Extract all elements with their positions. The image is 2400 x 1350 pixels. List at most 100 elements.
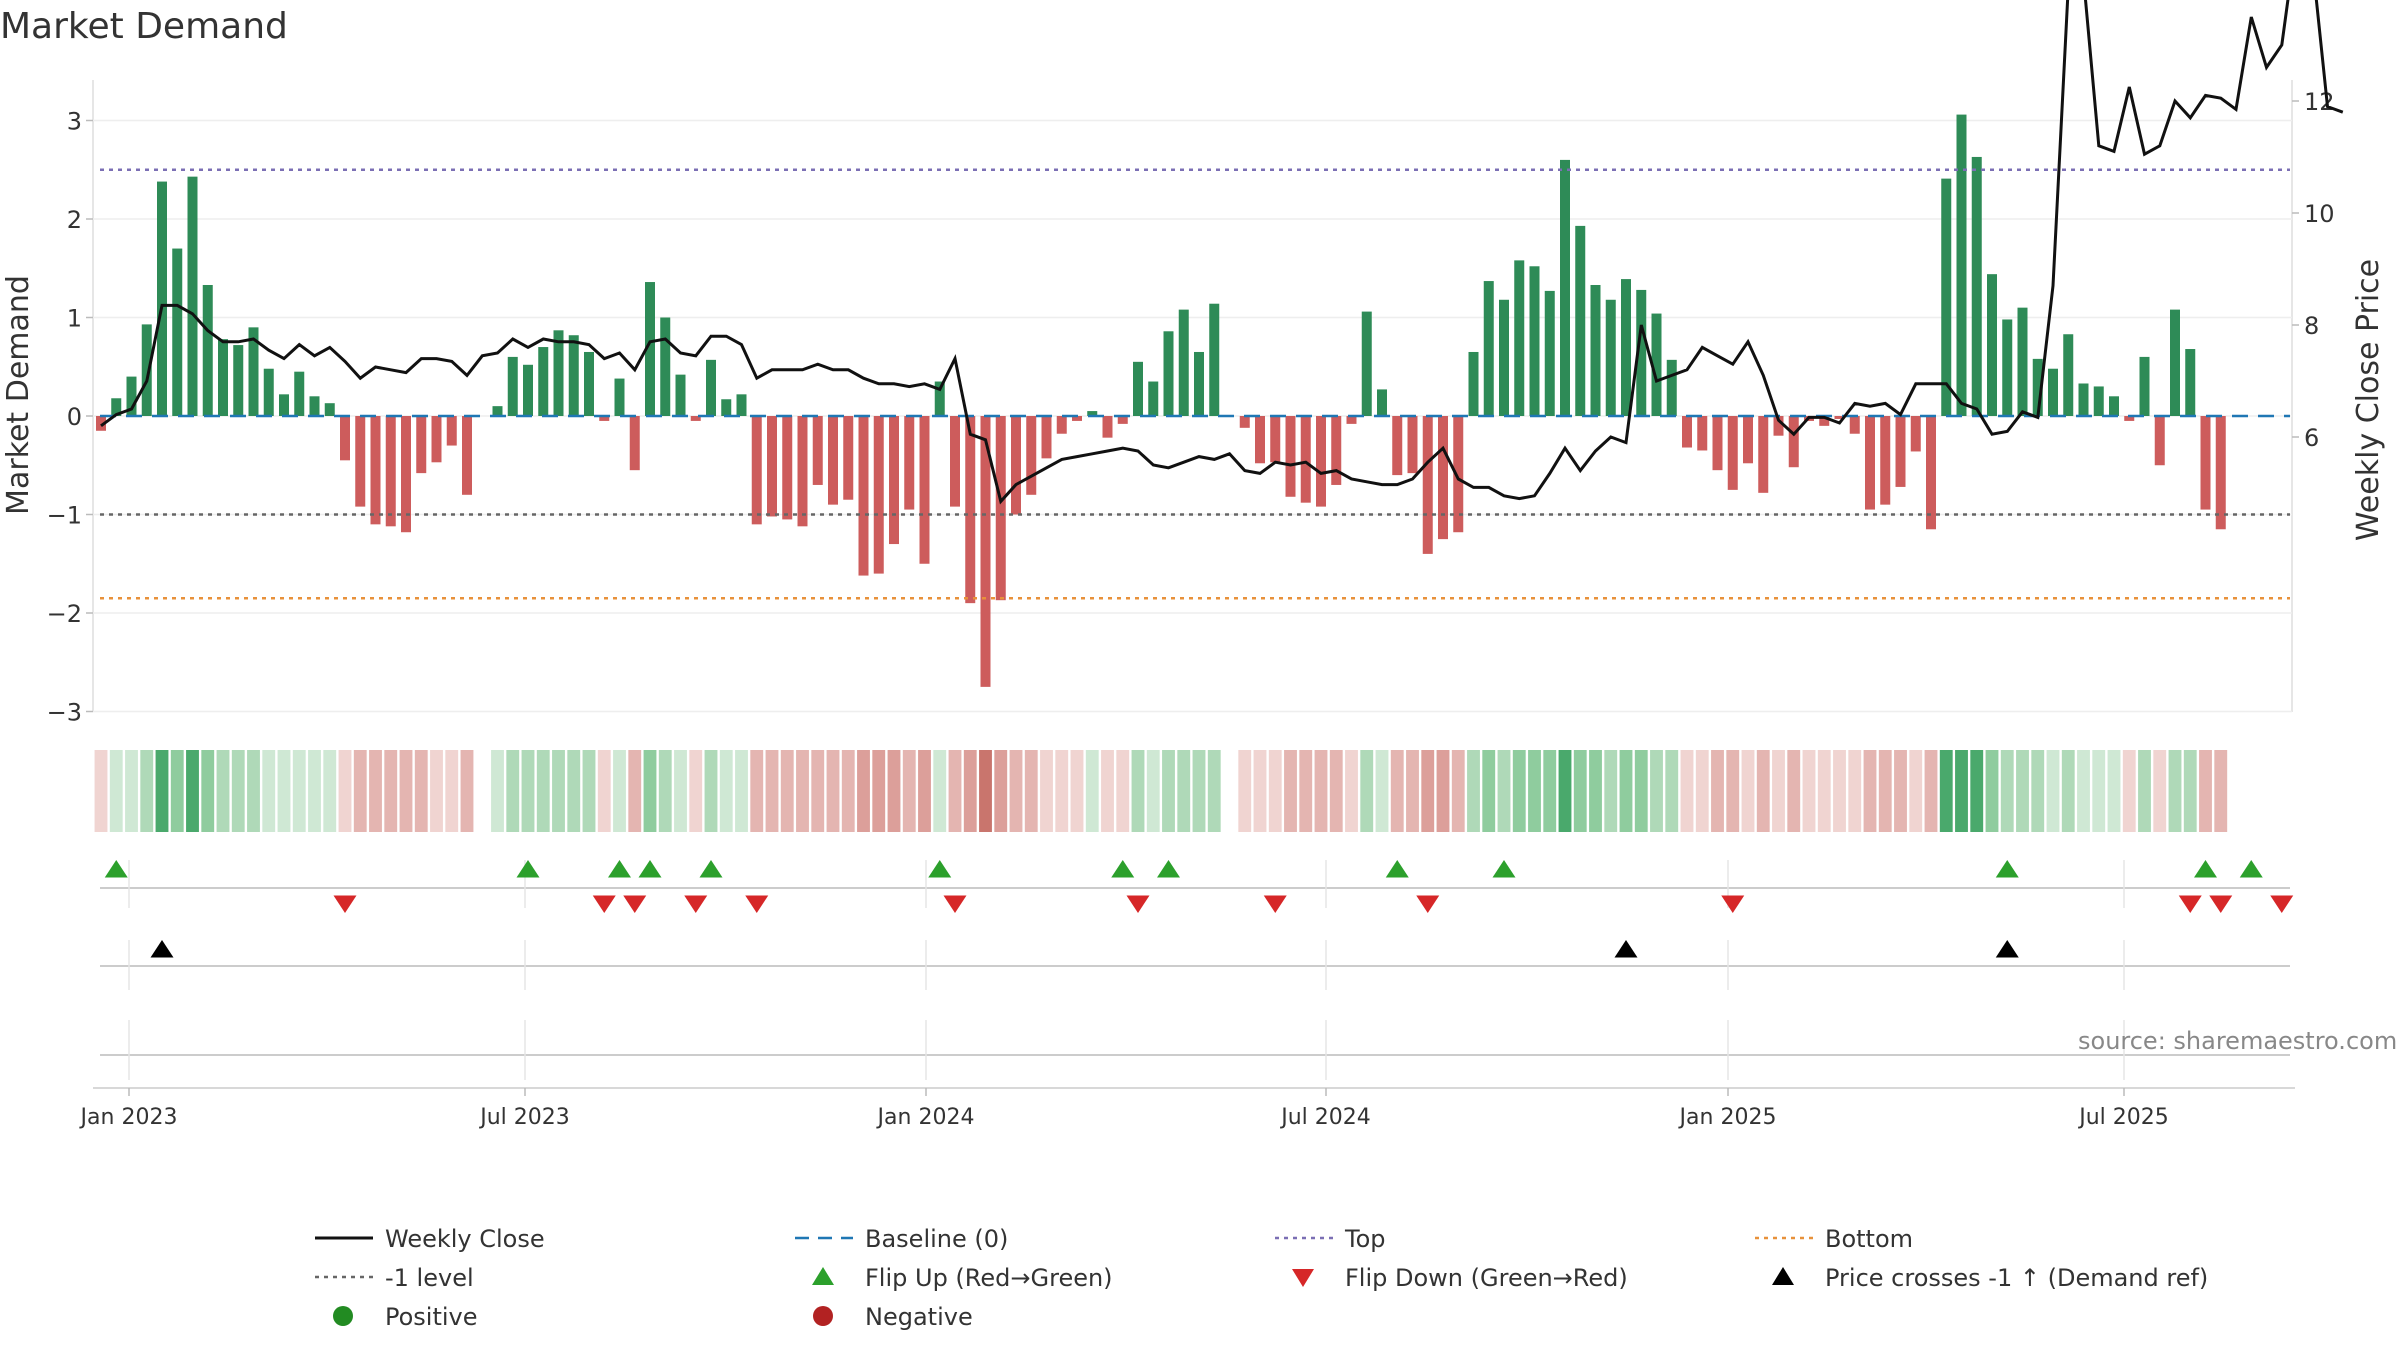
strip-cell <box>1802 750 1816 832</box>
demand-bar <box>965 416 976 604</box>
legend-item: Weekly Close <box>315 1225 545 1253</box>
strip-cell <box>475 750 489 832</box>
demand-bar <box>1575 225 1586 416</box>
demand-bar <box>294 371 305 416</box>
strip-cell <box>1192 750 1206 832</box>
demand-bar <box>629 416 640 471</box>
demand-bar <box>248 327 259 416</box>
demand-bar <box>950 416 960 507</box>
strip-cell <box>2138 750 2151 832</box>
flip-up-marker <box>608 860 631 878</box>
demand-bar <box>797 416 808 527</box>
strip-cell <box>262 750 276 832</box>
demand-bar <box>233 345 244 416</box>
strip-cell <box>872 750 886 832</box>
strip-cell <box>1207 750 1221 832</box>
demand-bar <box>1834 416 1845 419</box>
strip-cell <box>2016 750 2029 832</box>
demand-bars <box>96 114 2226 687</box>
demand-bar <box>1026 416 1037 495</box>
demand-bar <box>2215 416 2226 530</box>
strip-cell <box>2214 750 2228 832</box>
legend-label: Positive <box>385 1303 478 1331</box>
legend-swatch <box>1772 1267 1794 1285</box>
strip-cell <box>1939 750 1953 832</box>
demand-bar <box>385 416 396 527</box>
strip-cell <box>1131 750 1145 832</box>
demand-bar <box>1712 416 1723 471</box>
demand-bar <box>599 416 610 421</box>
legend-item: -1 level <box>315 1264 474 1292</box>
demand-bar <box>324 403 335 416</box>
strip-cell <box>109 750 123 832</box>
strip-cell <box>994 750 1008 832</box>
flip-up-marker <box>699 860 723 878</box>
demand-bar <box>1422 416 1433 554</box>
flip-up-marker <box>1111 860 1135 878</box>
strip-cell <box>582 750 596 832</box>
event-markers <box>104 860 2294 958</box>
demand-bar <box>721 399 732 416</box>
demand-bar <box>1865 416 1875 510</box>
demand-bar <box>126 376 137 416</box>
y-tick-label: 1 <box>67 305 82 333</box>
demand-bar <box>1194 351 1204 416</box>
y2-tick-label: 10 <box>2304 200 2335 228</box>
y-tick-label: −3 <box>47 699 82 727</box>
strip-cell <box>1817 750 1831 832</box>
strip-cell <box>1756 750 1770 832</box>
flip-down-marker <box>2270 895 2294 913</box>
strip-cell <box>811 750 825 832</box>
strip-cell <box>338 750 352 832</box>
strip-cell <box>1390 750 1404 832</box>
demand-bar <box>1438 416 1448 540</box>
weekly-close-line <box>100 0 2344 505</box>
strip-cell <box>521 750 535 832</box>
strip-cell <box>536 750 550 832</box>
strip-cell <box>1360 750 1374 832</box>
strip-cell <box>186 750 199 832</box>
demand-bar <box>1468 351 1479 416</box>
y2-ticks: 14 12 10 8 6 <box>2292 0 2335 452</box>
price-cross-marker <box>150 940 174 958</box>
x-tick-label: Jul 2023 <box>478 1105 570 1130</box>
strip-cell <box>902 750 916 832</box>
flip-down-marker <box>2209 895 2233 913</box>
y2-tick-label: 14 <box>2304 0 2335 4</box>
flip-down-marker <box>745 895 769 913</box>
strip-cell <box>460 750 474 832</box>
chart-title: Market Demand <box>0 6 288 47</box>
strip-cell <box>125 750 138 832</box>
demand-bar <box>1697 416 1708 451</box>
strip-cell <box>201 750 215 832</box>
demand-bar <box>1178 309 1189 416</box>
flip-up-marker <box>928 860 952 878</box>
strip-cell <box>247 750 260 832</box>
flip-up-marker <box>104 860 128 878</box>
strip-cell <box>1695 750 1709 832</box>
strip-cell <box>2061 750 2075 832</box>
demand-bar <box>2032 358 2043 416</box>
strip-cell <box>963 750 977 832</box>
demand-bar <box>2002 319 2013 416</box>
demand-bar <box>1407 416 1418 474</box>
x-tick-label: Jan 2024 <box>876 1105 975 1130</box>
demand-bar <box>1377 389 1387 416</box>
demand-bar <box>1758 416 1769 493</box>
strip-cell <box>1375 750 1389 832</box>
flip-down-marker <box>684 895 708 913</box>
strip-cell <box>735 750 748 832</box>
strip-cell <box>2092 750 2106 832</box>
y2-tick-label: 8 <box>2304 312 2319 340</box>
strip-cell <box>1985 750 1999 832</box>
demand-bar <box>431 416 442 463</box>
flip-down-marker <box>592 895 616 913</box>
strip-cell <box>796 750 809 832</box>
legend-item: Flip Down (Green→Red) <box>1292 1264 1628 1292</box>
demand-bar <box>172 248 183 416</box>
demand-bar <box>1209 303 1220 416</box>
flip-up-marker <box>638 860 662 878</box>
demand-bar <box>202 284 213 416</box>
demand-bar <box>1102 416 1113 438</box>
strip-cell <box>353 750 367 832</box>
